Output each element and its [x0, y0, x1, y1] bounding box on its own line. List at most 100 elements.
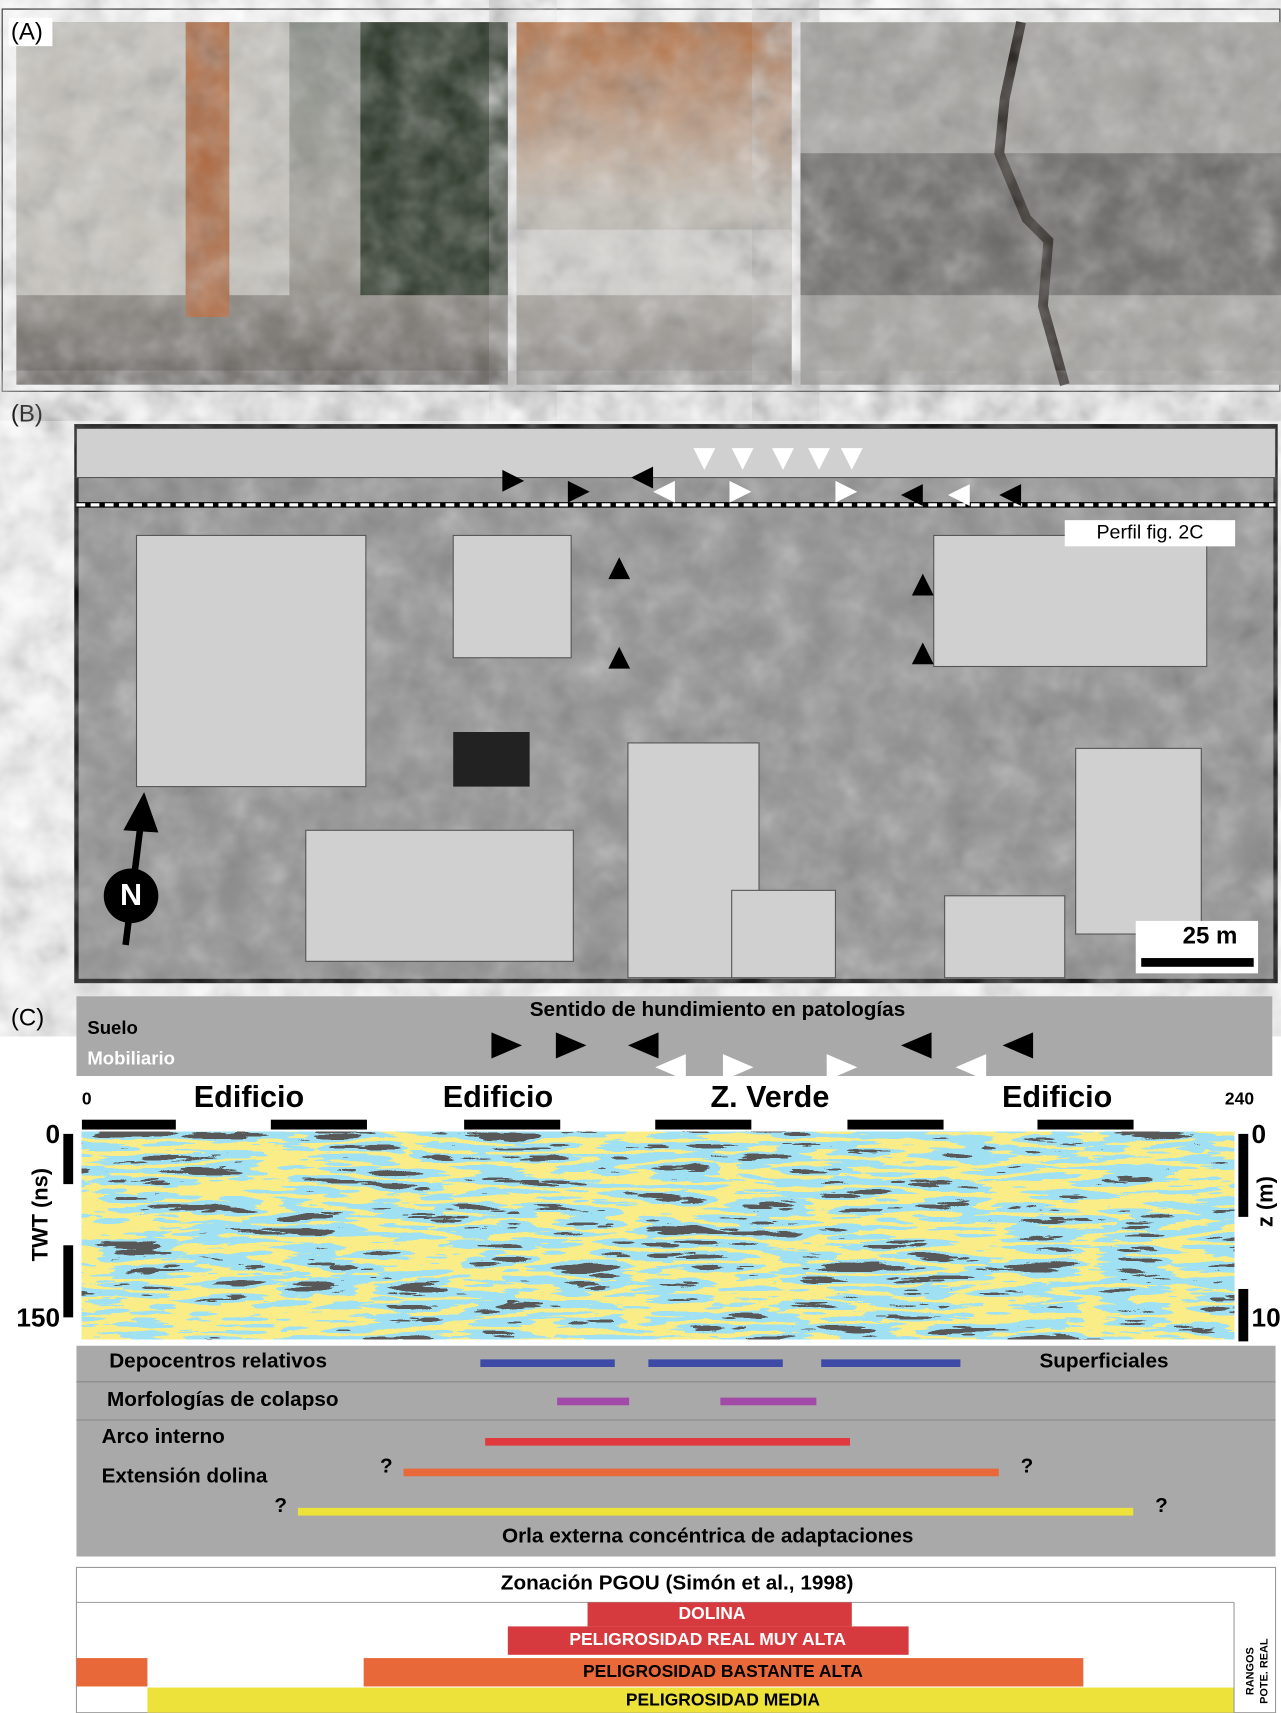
arrow — [491, 1032, 523, 1059]
building — [75, 427, 1277, 479]
north-label: N — [120, 878, 142, 912]
arrow — [911, 642, 934, 665]
zone-band — [76, 1658, 148, 1687]
arrow — [900, 484, 923, 506]
arrow — [911, 573, 934, 596]
arrow — [653, 480, 675, 503]
building — [944, 895, 1066, 979]
depth-label: z (m) — [1253, 1176, 1278, 1227]
photo-texture — [16, 22, 508, 385]
arrow — [608, 646, 631, 669]
panel-label: (C) — [11, 1005, 44, 1032]
legend-ground: Suelo — [87, 1017, 137, 1038]
photo-texture — [516, 22, 792, 385]
arrow — [999, 484, 1022, 506]
arrow — [947, 484, 970, 506]
pool — [453, 732, 530, 787]
indicator-label: Extensión dolina — [102, 1464, 268, 1487]
zone-band-label: DOLINA — [679, 1603, 746, 1623]
north-head — [123, 792, 159, 833]
radargram-texture — [81, 1131, 1235, 1340]
panel-label: (B) — [11, 401, 43, 428]
arrow — [772, 448, 794, 470]
building — [933, 534, 1208, 668]
twt-label: TWT (ns) — [27, 1168, 52, 1261]
legend-furniture: Mobiliario — [87, 1048, 175, 1069]
zone-label: Edificio — [1002, 1080, 1112, 1114]
zone-bars — [81, 1119, 1134, 1130]
arrow — [631, 466, 654, 489]
profile-label: Perfil fig. 2C — [1096, 521, 1203, 543]
arrow — [555, 1032, 587, 1059]
zone-label: Edificio — [194, 1080, 304, 1114]
arrow — [502, 469, 525, 492]
depth-tick-label: 0 — [1252, 1119, 1267, 1149]
buildings — [75, 427, 1277, 979]
zone-label: Edificio — [443, 1080, 553, 1114]
arrow — [693, 448, 716, 470]
twt-tick-label: 0 — [45, 1119, 60, 1149]
axis-bar — [63, 1133, 74, 1185]
building — [305, 829, 574, 962]
arrow — [655, 1054, 686, 1081]
indicator-note: Superficiales — [1039, 1350, 1168, 1373]
uncertainty-mark: ? — [274, 1494, 287, 1517]
zonation-title: Zonación PGOU (Simón et al., 1998) — [501, 1571, 854, 1594]
depth-tick-label: 10 — [1252, 1302, 1281, 1332]
uncertainty-mark: ? — [1021, 1454, 1034, 1477]
sense-title: Sentido de hundimiento en patologías — [530, 998, 906, 1021]
arrow — [627, 1032, 659, 1059]
label-bg — [8, 17, 53, 47]
zone-bar — [655, 1119, 752, 1130]
arrow — [826, 1054, 858, 1081]
photo-texture — [800, 22, 1281, 385]
uncertainty-mark: ? — [1155, 1494, 1168, 1517]
axis-bar — [1238, 1133, 1249, 1217]
zone-bar — [1037, 1119, 1134, 1130]
indicator-label: Orla externa concéntrica de adaptaciones — [502, 1524, 913, 1547]
arrow — [1002, 1032, 1034, 1059]
zone-band-label: PELIGROSIDAD REAL MUY ALTA — [569, 1629, 846, 1649]
arrow — [567, 480, 590, 503]
zone-band — [507, 1626, 909, 1655]
indicator-label: Depocentros relativos — [109, 1350, 327, 1373]
arrow — [722, 1054, 754, 1081]
zone-band — [147, 1687, 1235, 1713]
building — [1075, 747, 1202, 935]
street-arrows — [502, 448, 1022, 506]
indicator-label: Arco interno — [102, 1425, 225, 1448]
sense-arrows — [491, 1032, 1034, 1081]
zone-bar — [847, 1119, 944, 1130]
scale-label: 25 m — [1183, 923, 1238, 950]
arrow — [731, 448, 754, 470]
side-label: RANGOS — [1244, 1647, 1256, 1695]
arrow — [808, 448, 830, 470]
uncertainty-mark: ? — [380, 1454, 393, 1477]
arrow — [729, 480, 752, 503]
twt-tick-label: 150 — [16, 1302, 60, 1332]
zone-band-label: PELIGROSIDAD MEDIA — [626, 1689, 820, 1709]
arrow — [840, 448, 863, 470]
zone-band — [587, 1602, 852, 1627]
zone-label: Z. Verde — [710, 1080, 829, 1114]
side-label: POTE. REAL — [1259, 1638, 1271, 1704]
building — [135, 534, 367, 788]
building — [452, 534, 572, 659]
axis-bar — [1238, 1288, 1249, 1342]
arrow — [608, 557, 631, 580]
panel-label: (A) — [11, 18, 43, 45]
axis-bar — [63, 1245, 74, 1318]
zone-band — [363, 1658, 1084, 1687]
arrow — [955, 1054, 987, 1081]
indicator-label: Morfologías de colapso — [107, 1388, 339, 1411]
zone-bar — [81, 1119, 176, 1130]
arrows-up — [608, 557, 934, 669]
zone-band-label: PELIGROSIDAD BASTANTE ALTA — [583, 1661, 863, 1681]
zone-bar — [270, 1119, 367, 1130]
north-circle — [103, 868, 159, 924]
arrow — [900, 1032, 932, 1059]
zone-bar — [464, 1119, 561, 1130]
indicator-box — [76, 1345, 1276, 1557]
